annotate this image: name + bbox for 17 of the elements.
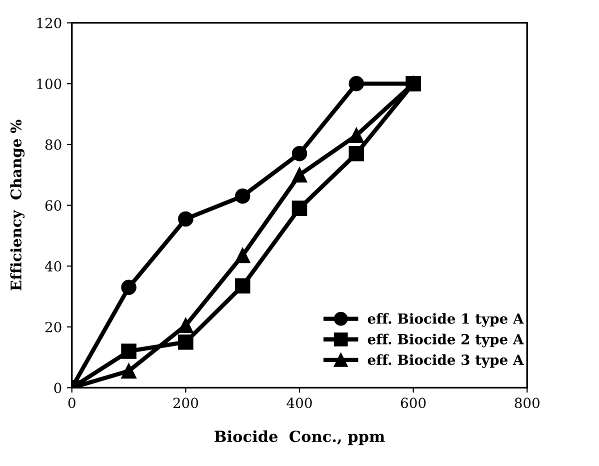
y-tick-label: 100: [37, 78, 62, 90]
y-tick-label: 20: [45, 322, 62, 332]
y-axis-title: Efficiency Change %: [10, 120, 25, 290]
legend-label: eff. Biocide 2 type A: [368, 334, 524, 348]
legend-label: eff. Biocide 3 type A: [368, 354, 524, 368]
x-tick-label: 0: [68, 398, 76, 408]
legend-label: eff. Biocide 1 type A: [368, 313, 524, 327]
x-tick-label: 800: [514, 398, 540, 408]
y-tick-label: 40: [44, 261, 62, 272]
y-tick-label: 0: [54, 382, 62, 394]
x-tick-label: 600: [400, 398, 426, 408]
x-tick-label: 200: [173, 398, 198, 408]
y-tick-label: 120: [37, 18, 62, 28]
x-axis-title: Biocide Conc., ppm: [214, 430, 385, 446]
y-tick-label: 80: [45, 139, 62, 150]
x-tick-label: 400: [286, 398, 312, 408]
y-tick-label: 60: [45, 200, 62, 211]
